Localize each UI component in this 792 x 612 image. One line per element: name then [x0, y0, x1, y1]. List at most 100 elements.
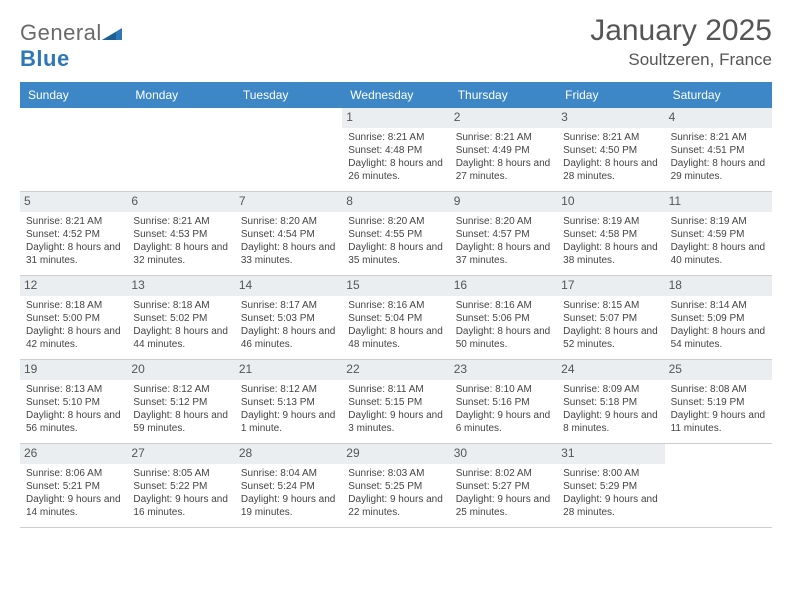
day-number: 1 — [342, 108, 449, 128]
sunset-line: Sunset: 4:52 PM — [26, 228, 121, 241]
day-number: 29 — [342, 444, 449, 464]
empty-cell — [127, 108, 234, 192]
day-cell: 5 Sunrise: 8:21 AMSunset: 4:52 PMDaylight… — [20, 192, 127, 276]
sunset-line: Sunset: 5:09 PM — [671, 312, 766, 325]
sunrise-line: Sunrise: 8:00 AM — [563, 467, 658, 480]
day-cell: 28Sunrise: 8:04 AMSunset: 5:24 PMDayligh… — [235, 444, 342, 528]
day-number: 6 — [127, 192, 234, 212]
day-number: 21 — [235, 360, 342, 380]
daylight-line: Daylight: 9 hours and 25 minutes. — [456, 493, 551, 519]
daylight-line: Daylight: 9 hours and 19 minutes. — [241, 493, 336, 519]
day-number: 18 — [665, 276, 772, 296]
day-number: 19 — [20, 360, 127, 380]
logo: General Blue — [20, 14, 122, 72]
daylight-line: Daylight: 8 hours and 42 minutes. — [26, 325, 121, 351]
daylight-line: Daylight: 8 hours and 48 minutes. — [348, 325, 443, 351]
sunset-line: Sunset: 5:07 PM — [563, 312, 658, 325]
empty-cell — [20, 108, 127, 192]
day-number: 3 — [557, 108, 664, 128]
sunrise-line: Sunrise: 8:02 AM — [456, 467, 551, 480]
daylight-line: Daylight: 8 hours and 31 minutes. — [26, 241, 121, 267]
daylight-line: Daylight: 8 hours and 54 minutes. — [671, 325, 766, 351]
sunrise-line: Sunrise: 8:16 AM — [348, 299, 443, 312]
day-cell: 1Sunrise: 8:21 AMSunset: 4:48 PMDaylight… — [342, 108, 449, 192]
day-cell: 16Sunrise: 8:16 AMSunset: 5:06 PMDayligh… — [450, 276, 557, 360]
sunrise-line: Sunrise: 8:21 AM — [133, 215, 228, 228]
day-cell: 30 Sunrise: 8:02 AMSunset: 5:27 PMDayligh… — [450, 444, 557, 528]
sunset-line: Sunset: 4:59 PM — [671, 228, 766, 241]
day-cell: 11Sunrise: 8:19 AMSunset: 4:59 PMDayligh… — [665, 192, 772, 276]
title-block: January 2025 Soultzeren, France — [590, 14, 772, 70]
daylight-line: Daylight: 8 hours and 37 minutes. — [456, 241, 551, 267]
sunset-line: Sunset: 4:48 PM — [348, 144, 443, 157]
sunset-line: Sunset: 4:50 PM — [563, 144, 658, 157]
sunset-line: Sunset: 4:55 PM — [348, 228, 443, 241]
day-cell: 3 Sunrise: 8:21 AMSunset: 4:50 PMDaylight… — [557, 108, 664, 192]
sunset-line: Sunset: 5:03 PM — [241, 312, 336, 325]
empty-cell — [235, 108, 342, 192]
sunrise-line: Sunrise: 8:19 AM — [563, 215, 658, 228]
sunrise-line: Sunrise: 8:21 AM — [563, 131, 658, 144]
logo-triangle-icon — [102, 20, 122, 46]
day-number: 16 — [450, 276, 557, 296]
sunrise-line: Sunrise: 8:09 AM — [563, 383, 658, 396]
sunset-line: Sunset: 5:13 PM — [241, 396, 336, 409]
day-number: 8 — [342, 192, 449, 212]
day-cell: 12Sunrise: 8:18 AMSunset: 5:00 PMDayligh… — [20, 276, 127, 360]
daylight-line: Daylight: 9 hours and 22 minutes. — [348, 493, 443, 519]
weekday-header: Thursday — [450, 82, 557, 108]
daylight-line: Daylight: 8 hours and 38 minutes. — [563, 241, 658, 267]
sunset-line: Sunset: 5:12 PM — [133, 396, 228, 409]
daylight-line: Daylight: 9 hours and 3 minutes. — [348, 409, 443, 435]
sunrise-line: Sunrise: 8:20 AM — [241, 215, 336, 228]
sunset-line: Sunset: 4:58 PM — [563, 228, 658, 241]
day-number: 13 — [127, 276, 234, 296]
day-number: 11 — [665, 192, 772, 212]
sunrise-line: Sunrise: 8:21 AM — [26, 215, 121, 228]
sunrise-line: Sunrise: 8:11 AM — [348, 383, 443, 396]
header: General Blue January 2025 Soultzeren, Fr… — [20, 14, 772, 72]
sunrise-line: Sunrise: 8:21 AM — [671, 131, 766, 144]
empty-cell — [665, 444, 772, 528]
day-number: 26 — [20, 444, 127, 464]
day-number: 12 — [20, 276, 127, 296]
day-number: 5 — [20, 192, 127, 212]
day-number: 27 — [127, 444, 234, 464]
sunset-line: Sunset: 5:27 PM — [456, 480, 551, 493]
sunset-line: Sunset: 4:54 PM — [241, 228, 336, 241]
day-number: 20 — [127, 360, 234, 380]
sunrise-line: Sunrise: 8:12 AM — [133, 383, 228, 396]
daylight-line: Daylight: 8 hours and 29 minutes. — [671, 157, 766, 183]
day-cell: 4Sunrise: 8:21 AMSunset: 4:51 PMDaylight… — [665, 108, 772, 192]
sunrise-line: Sunrise: 8:14 AM — [671, 299, 766, 312]
day-cell: 14Sunrise: 8:17 AMSunset: 5:03 PMDayligh… — [235, 276, 342, 360]
day-cell: 31Sunrise: 8:00 AMSunset: 5:29 PMDayligh… — [557, 444, 664, 528]
daylight-line: Daylight: 8 hours and 33 minutes. — [241, 241, 336, 267]
weekday-header-row: Sunday Monday Tuesday Wednesday Thursday… — [20, 82, 772, 108]
sunrise-line: Sunrise: 8:13 AM — [26, 383, 121, 396]
weekday-header: Monday — [127, 82, 234, 108]
sunset-line: Sunset: 5:02 PM — [133, 312, 228, 325]
sunrise-line: Sunrise: 8:05 AM — [133, 467, 228, 480]
day-number: 9 — [450, 192, 557, 212]
day-number: 17 — [557, 276, 664, 296]
sunset-line: Sunset: 5:04 PM — [348, 312, 443, 325]
day-number: 30 — [450, 444, 557, 464]
day-cell: 9Sunrise: 8:20 AMSunset: 4:57 PMDaylight… — [450, 192, 557, 276]
daylight-line: Daylight: 9 hours and 16 minutes. — [133, 493, 228, 519]
day-number: 25 — [665, 360, 772, 380]
sunset-line: Sunset: 5:00 PM — [26, 312, 121, 325]
weekday-header: Sunday — [20, 82, 127, 108]
sunrise-line: Sunrise: 8:10 AM — [456, 383, 551, 396]
day-number: 31 — [557, 444, 664, 464]
sunset-line: Sunset: 5:10 PM — [26, 396, 121, 409]
sunrise-line: Sunrise: 8:16 AM — [456, 299, 551, 312]
day-number: 22 — [342, 360, 449, 380]
month-title: January 2025 — [590, 14, 772, 48]
day-cell: 2Sunrise: 8:21 AMSunset: 4:49 PMDaylight… — [450, 108, 557, 192]
day-cell: 19Sunrise: 8:13 AMSunset: 5:10 PMDayligh… — [20, 360, 127, 444]
daylight-line: Daylight: 9 hours and 14 minutes. — [26, 493, 121, 519]
sunset-line: Sunset: 4:51 PM — [671, 144, 766, 157]
sunset-line: Sunset: 5:15 PM — [348, 396, 443, 409]
daylight-line: Daylight: 8 hours and 28 minutes. — [563, 157, 658, 183]
